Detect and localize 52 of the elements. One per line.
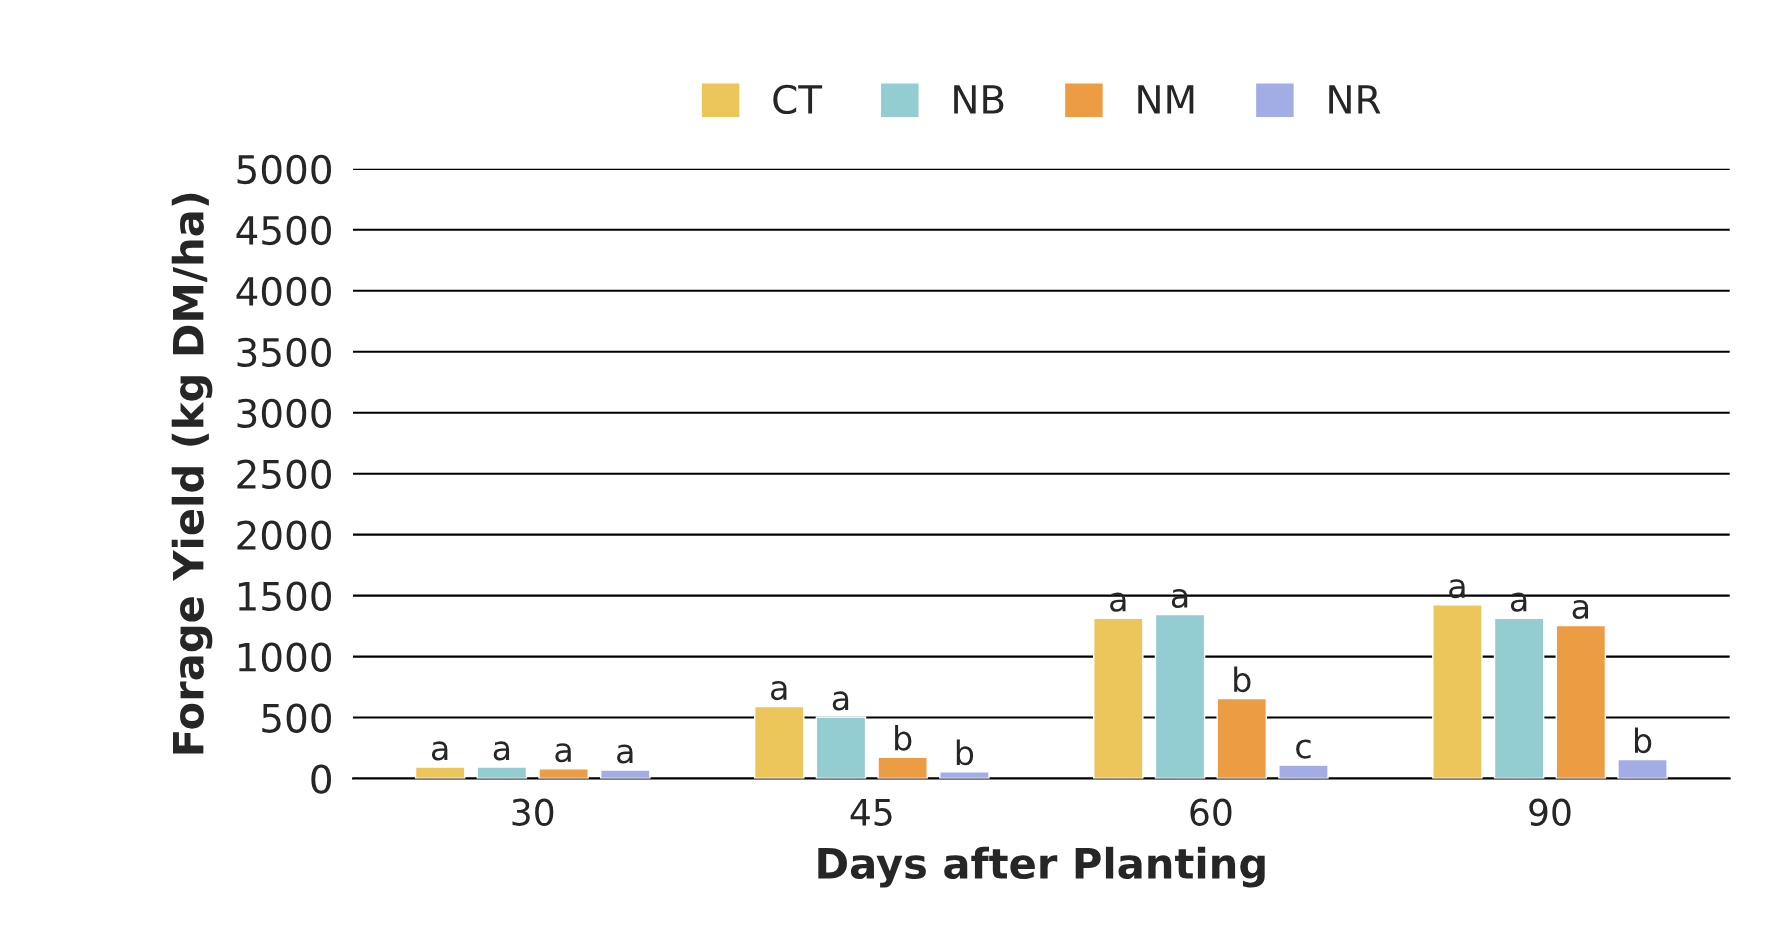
y-tick-label: 4500 [236,215,331,246]
bar [1093,617,1144,779]
x-tick-label: 60 [1190,798,1232,826]
bar [1216,697,1268,779]
bar [815,716,867,779]
data-label: b [895,724,912,751]
legend-label: CT [773,84,823,115]
y-axis-title: Forage Yield (kg DM/ha) [171,193,213,754]
data-label: a [771,681,787,701]
data-label: a [431,741,448,761]
y-tick-label: 5000 [237,154,331,185]
x-tick-label: 90 [1529,798,1571,826]
bar [1617,758,1668,779]
y-tick-label: 1000 [238,642,331,672]
y-tick-label: 3000 [237,398,331,429]
data-label: b [956,739,974,766]
y-tick-label: 3500 [237,337,331,368]
legend-label: NM [1138,85,1194,114]
bar [1493,617,1545,779]
bar [877,756,928,779]
bar [1432,604,1483,779]
bar [538,768,589,779]
data-label: b [1234,666,1251,693]
data-label: a [555,743,571,763]
y-tick-label: 4000 [236,276,331,307]
bar [1278,764,1329,779]
y-tick-label: 500 [262,703,331,733]
y-tick-label: 0 [311,764,331,794]
x-axis-title: Days after Planting [818,846,1265,888]
bar [753,705,805,779]
y-tick-label: 2000 [237,520,331,550]
data-label: a [1449,579,1465,599]
data-label: a [1572,599,1589,620]
data-label: a [1110,592,1126,612]
y-tick-label: 1500 [238,581,331,611]
data-label: a [493,741,510,761]
bar [414,766,466,779]
bar [939,771,990,779]
x-tick-label: 30 [512,798,554,826]
legend-label: NR [1329,85,1381,114]
data-label: a [832,691,849,711]
legend-label: NB [954,85,1004,114]
x-tick-label: 45 [850,799,892,826]
y-tick-label: 2500 [237,459,331,490]
data-label: b [1634,727,1652,754]
bar [600,769,651,779]
bar [1154,613,1206,779]
data-label: c [1296,739,1311,759]
bar [476,766,528,779]
bar [1555,624,1607,779]
data-label: a [617,744,633,764]
data-label: a [1510,592,1527,612]
